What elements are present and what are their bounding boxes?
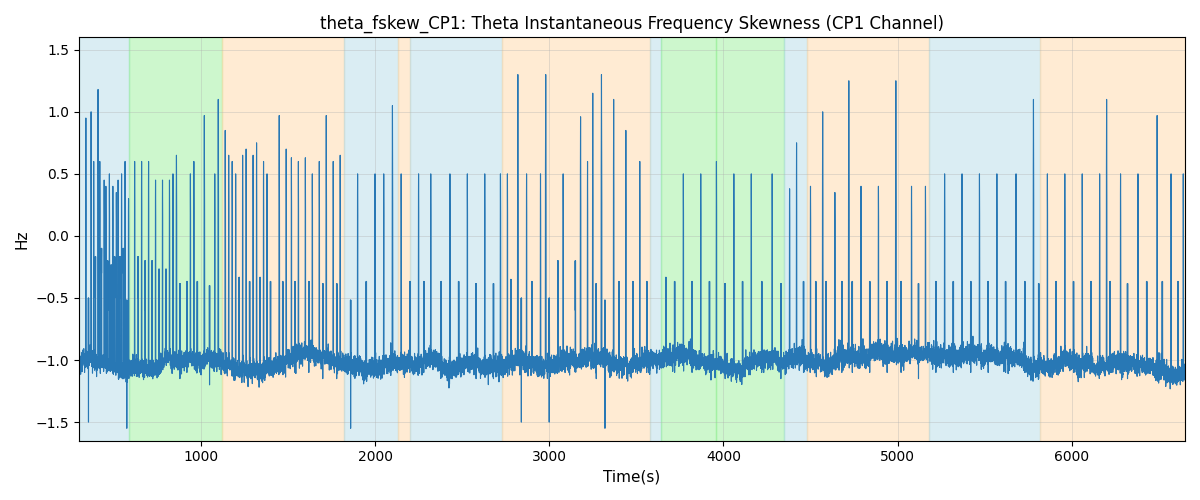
Bar [785,38,808,440]
Bar [222,38,343,440]
Y-axis label: Hz: Hz [14,230,30,249]
Bar [929,38,1040,440]
Bar [650,38,661,440]
Bar [661,38,716,440]
X-axis label: Time(s): Time(s) [604,470,660,485]
Bar [130,38,222,440]
Bar [502,38,650,440]
Bar [79,38,130,440]
Bar [410,38,502,440]
Bar [343,38,397,440]
Bar [1040,38,1184,440]
Bar [397,38,410,440]
Title: theta_fskew_CP1: Theta Instantaneous Frequency Skewness (CP1 Channel): theta_fskew_CP1: Theta Instantaneous Fre… [320,15,944,34]
Bar [716,38,785,440]
Bar [808,38,929,440]
